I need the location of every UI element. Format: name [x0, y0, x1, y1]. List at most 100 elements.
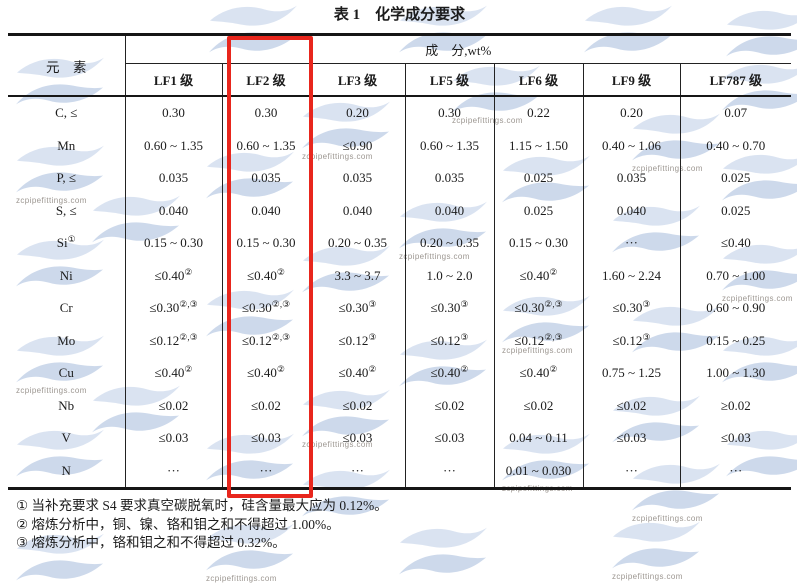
grade-header: LF3 级	[309, 63, 405, 97]
value-cell: ···	[309, 454, 405, 489]
watermark-text: zcpipefittings.com	[632, 514, 703, 523]
value-cell: ≤0.03	[679, 422, 792, 455]
grade-header: LF787 级	[679, 63, 792, 97]
table-row: P, ≤0.035 0.035 0.035 0.035 0.025 0.035 0.025	[8, 162, 792, 195]
element-label: C, ≤	[8, 96, 126, 130]
value-cell: 0.30	[221, 96, 310, 130]
value-cell: ≤0.02	[493, 389, 583, 422]
value-cell: 0.40 ~ 1.06	[582, 129, 680, 162]
value-cell: ···	[582, 454, 680, 489]
value-cell: 0.035	[582, 162, 680, 195]
value-cell: 0.040	[309, 194, 405, 227]
value-cell: ≤0.02	[158, 397, 189, 413]
watermark-text: zcpipefittings.com	[612, 572, 683, 581]
value-cell: ≤0.02	[309, 389, 405, 422]
value-cell: ≤0.12③	[309, 324, 405, 357]
value-cell: 1.60 ~ 2.24	[582, 259, 680, 292]
table-row: Mo ≤0.12②,③ ≤0.12②,③ ≤0.12③ ≤0.12③ ≤0.12②,③ ≤0…	[8, 324, 792, 357]
value-cell: ≤0.40②	[154, 266, 193, 283]
element-label: Si①	[8, 227, 126, 260]
value-cell: ≤0.12③	[582, 324, 680, 357]
watermark: zcpipefittings.com	[608, 516, 704, 581]
table-row: S, ≤0.040 0.040 0.040 0.040 0.025 0.040 0.025	[8, 194, 792, 227]
value-cell: 0.20	[582, 96, 680, 130]
value-cell: ≤0.03	[309, 422, 405, 455]
value-cell: ≤0.30②,③	[493, 292, 583, 325]
highlight-box-lf2-column	[227, 36, 313, 498]
table-row: V ≤0.03 ≤0.03 ≤0.03 ≤0.03 0.04 ~ 0.11 ≤0.03 ≤0.…	[8, 422, 792, 455]
grade-header: LF6 级	[493, 63, 583, 97]
table-row: Nb ≤0.02 ≤0.02 ≤0.02 ≤0.02 ≤0.02 ≤0.02 ≥0.02	[8, 389, 792, 422]
value-cell: ≤0.30③	[404, 292, 494, 325]
value-cell: ≤0.12②,③	[493, 324, 583, 357]
value-cell: 0.60 ~ 1.35	[404, 129, 494, 162]
value-cell: ···	[221, 454, 310, 489]
value-cell: 0.22	[493, 96, 583, 130]
watermark: zcpipefittings.com	[628, 458, 724, 523]
value-cell: ≤0.30③	[582, 292, 680, 325]
table-row: Mn 0.60 ~ 1.35 0.60 ~ 1.35 ≤0.90 0.60 ~ 1.35…	[8, 129, 792, 162]
value-cell: 0.15 ~ 0.30	[143, 235, 204, 251]
value-cell: ···	[582, 227, 680, 260]
value-cell: 0.035	[309, 162, 405, 195]
value-cell: ≤0.03	[221, 422, 310, 455]
chemical-composition-table: 元 素 成 分,wt% LF1 级 LF2 级 LF3 级 LF5 级 LF6 级 LF9…	[8, 33, 792, 490]
value-cell: 0.60 ~ 0.90	[679, 292, 792, 325]
element-label: Cr	[8, 292, 126, 325]
value-cell: ≤0.12②,③	[221, 324, 310, 357]
grade-header: LF1 级	[125, 63, 222, 97]
element-label: Nb	[8, 389, 126, 422]
value-cell: ≤0.02	[221, 389, 310, 422]
value-cell: 0.035	[158, 170, 189, 186]
value-cell: ≤0.40②	[493, 259, 583, 292]
value-cell: ≤0.30②,③	[221, 292, 310, 325]
value-cell: 0.035	[221, 162, 310, 195]
value-cell: 0.20 ~ 0.35	[404, 227, 494, 260]
element-label: Ni	[8, 259, 126, 292]
table-row: N ··· ··· ··· ··· 0.01 ~ 0.030 ··· ···	[8, 454, 792, 489]
value-cell: ≤0.03	[158, 430, 189, 446]
table-row: Cu ≤0.40② ≤0.40② ≤0.40② ≤0.40② ≤0.40② 0.75 ~ 1…	[8, 357, 792, 390]
footnote: ① 当补充要求 S4 要求真空碳脱氧时，硅含量最大应为 0.12%。	[16, 498, 388, 513]
element-label: N	[8, 454, 126, 489]
value-cell: 0.025	[493, 194, 583, 227]
value-cell: ···	[404, 454, 494, 489]
value-cell: ≤0.30③	[309, 292, 405, 325]
wave-logo-icon	[395, 522, 491, 580]
value-cell: 1.15 ~ 1.50	[493, 129, 583, 162]
value-cell: ≤0.40②	[221, 357, 310, 390]
value-cell: 0.60 ~ 1.35	[221, 129, 310, 162]
value-cell: 1.00 ~ 1.30	[679, 357, 792, 390]
value-cell: 0.040	[221, 194, 310, 227]
element-column-header: 元 素	[8, 34, 126, 97]
value-cell: 0.30	[162, 105, 185, 121]
scanned-document-page: zcpipefittings.com zcpipefittings.com zcpi…	[8, 0, 797, 583]
value-cell: 0.025	[679, 162, 792, 195]
value-cell: ≤0.02	[582, 389, 680, 422]
value-cell: ···	[679, 454, 792, 489]
value-cell: ≤0.40②	[309, 357, 405, 390]
value-cell: ≤0.30②,③	[149, 299, 198, 316]
element-label: S, ≤	[8, 194, 126, 227]
value-cell: ≤0.02	[404, 389, 494, 422]
table-row: Ni ≤0.40② ≤0.40② 3.3 ~ 3.7 1.0 ~ 2.0 ≤0.40② 1.…	[8, 259, 792, 292]
footnote: ③ 熔炼分析中，铬和钼之和不得超过 0.32%。	[16, 535, 286, 550]
table-row: Cr ≤0.30②,③ ≤0.30②,③ ≤0.30③ ≤0.30③ ≤0.30②,③ ≤0…	[8, 292, 792, 325]
value-cell: 0.60 ~ 1.35	[143, 137, 204, 153]
grade-header: LF9 级	[582, 63, 680, 97]
table-row: Si① 0.15 ~ 0.30 0.15 ~ 0.30 0.20 ~ 0.35 0.20…	[8, 227, 792, 260]
value-cell: 0.75 ~ 1.25	[582, 357, 680, 390]
value-cell: 0.07	[679, 96, 792, 130]
value-cell: 0.01 ~ 0.030	[493, 454, 583, 489]
value-cell: 0.20	[309, 96, 405, 130]
element-label: V	[8, 422, 126, 455]
value-cell: ≤0.03	[404, 422, 494, 455]
value-cell: ≥0.02	[679, 389, 792, 422]
value-cell: 1.0 ~ 2.0	[404, 259, 494, 292]
value-cell: 0.70 ~ 1.00	[679, 259, 792, 292]
value-cell: 0.040	[582, 194, 680, 227]
element-label: P, ≤	[8, 162, 126, 195]
value-cell: 0.04 ~ 0.11	[493, 422, 583, 455]
value-cell: ≤0.40②	[221, 259, 310, 292]
value-cell: ≤0.40	[679, 227, 792, 260]
